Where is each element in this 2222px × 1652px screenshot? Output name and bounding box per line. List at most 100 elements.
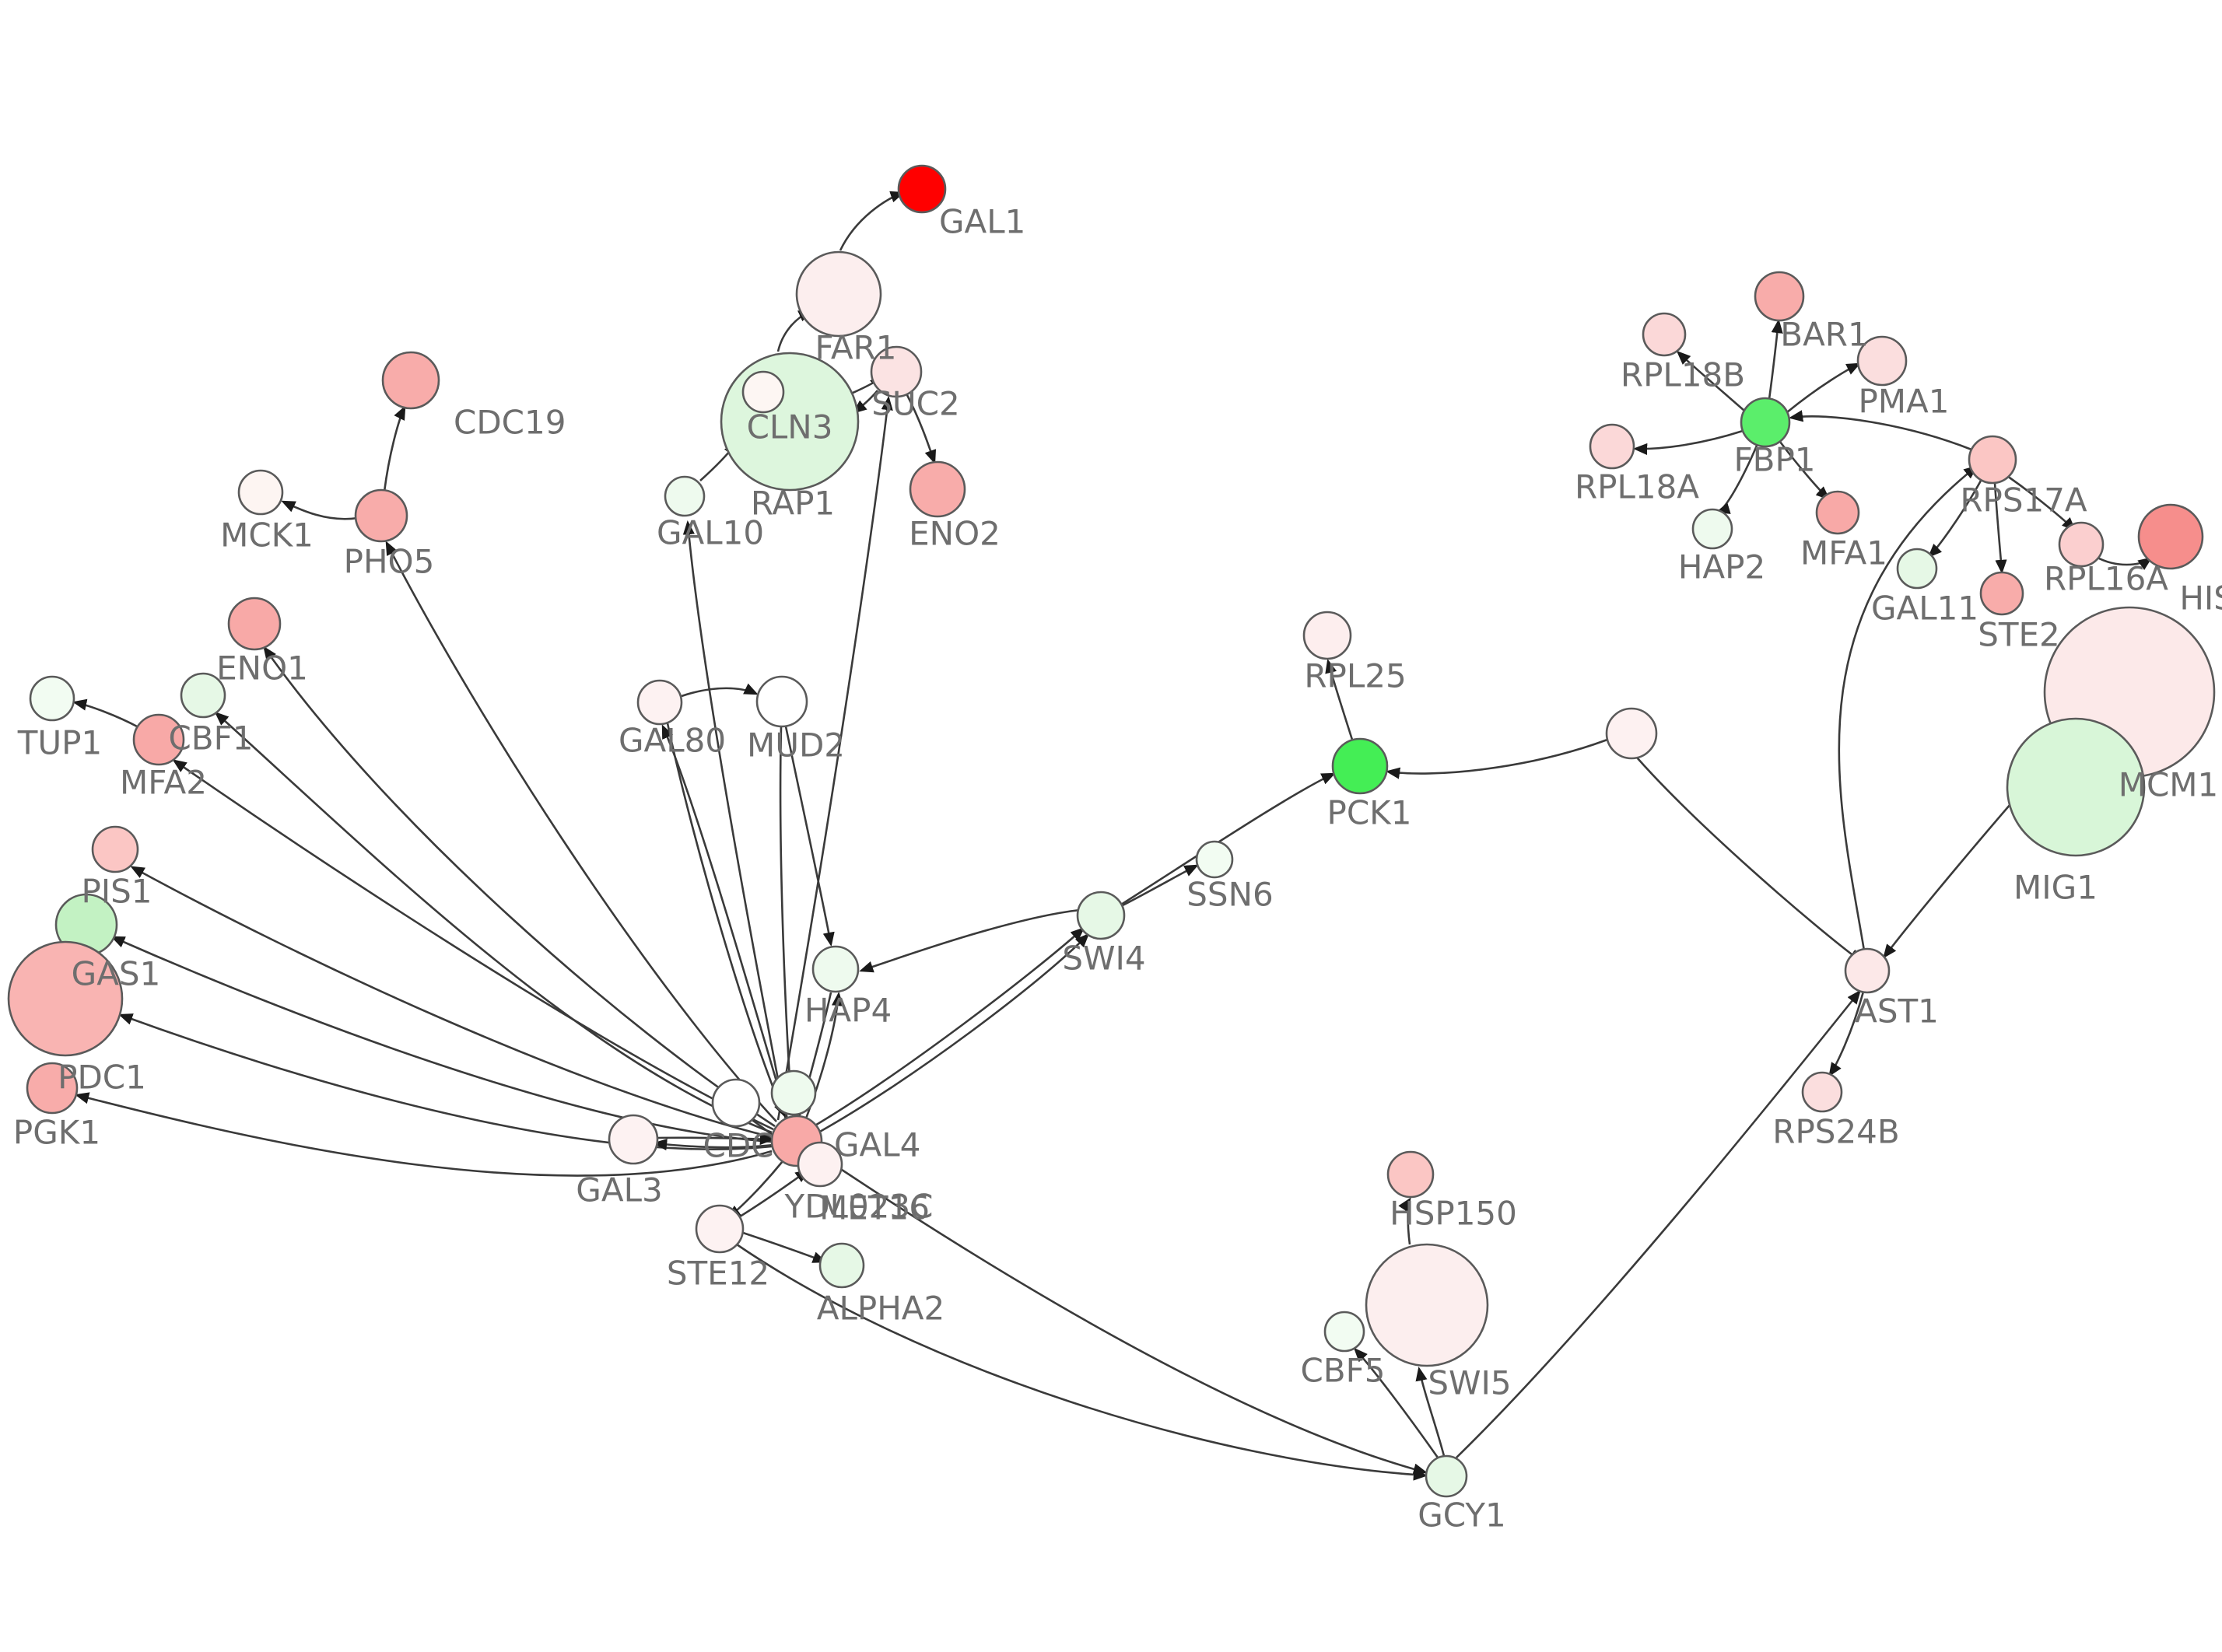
node-ssn6[interactable] (1195, 840, 1234, 879)
node-label-gal4: GAL4 (834, 1126, 920, 1164)
node-tup1[interactable] (29, 675, 75, 722)
node-label-far1: FAR1 (815, 329, 897, 367)
edge-rap1-to-suc2 (776, 395, 893, 1121)
node-label-gal3: GAL3 (576, 1171, 662, 1209)
node-gal3[interactable] (608, 1114, 659, 1165)
node-label-tup1: TUP1 (17, 724, 102, 762)
node-mig1[interactable] (2006, 717, 2146, 857)
node-rap1[interactable] (741, 370, 785, 414)
node-hap4[interactable] (811, 945, 860, 993)
node-mud2[interactable] (755, 675, 808, 728)
edge-swi4-to-ssn6 (1122, 864, 1199, 907)
edge-ste12-to-gcy1 (734, 1241, 1428, 1481)
node-rps17a[interactable] (1968, 435, 2017, 485)
edge-far1-to-gal1 (839, 191, 905, 251)
node-gcy1[interactable] (1425, 1454, 1468, 1498)
node-pgk1[interactable] (26, 1062, 79, 1115)
node-label-gal1: GAL1 (939, 203, 1025, 241)
node-pck1[interactable] (1331, 737, 1389, 795)
edge-gal4-to-ste12 (726, 1160, 784, 1219)
node-label-eno1: ENO1 (216, 649, 308, 688)
node-rpl25[interactable] (1302, 611, 1352, 660)
node-label-pho5: PHO5 (344, 543, 435, 581)
node-hap2[interactable] (1691, 508, 1733, 550)
edge-hap2-to-rps17a (1838, 465, 1978, 971)
node-label-rpl18b: RPL18B (1621, 356, 1745, 394)
node-label-suc2: SUC2 (871, 385, 959, 423)
node-gal10[interactable] (664, 475, 706, 517)
node-cdc[interactable] (711, 1078, 761, 1128)
edge-mfa2-to-tup1 (72, 698, 139, 729)
node-label-mcm1: MCM1 (2119, 766, 2219, 804)
node-suc2[interactable] (870, 345, 923, 398)
node-cbf5[interactable] (1323, 1311, 1365, 1353)
node-cbf1[interactable] (180, 672, 226, 719)
node-eno2[interactable] (909, 460, 966, 518)
node-label-rpl25: RPL25 (1304, 657, 1406, 695)
edge-rps17a-to-gal11 (1927, 480, 1982, 558)
node-swi4[interactable] (1076, 891, 1126, 940)
node-bar1[interactable] (1754, 271, 1805, 322)
node-his4[interactable] (2137, 503, 2204, 570)
node-gal80[interactable] (636, 679, 683, 726)
node-pho5[interactable] (354, 488, 408, 543)
node-pma1[interactable] (1856, 335, 1908, 387)
node-layer (7, 164, 2216, 1498)
node-ast1[interactable] (1844, 947, 1891, 994)
node-rps24b[interactable] (1801, 1071, 1843, 1113)
node-label-pgk1: PGK1 (13, 1114, 100, 1152)
node-label-ste2: STE2 (1978, 616, 2060, 654)
node-mfa2[interactable] (132, 713, 185, 766)
node-gal1[interactable] (897, 164, 947, 214)
edge-gcy1-to-ast1 (1456, 989, 1861, 1458)
edge-gal4-to-swi4 (818, 933, 1090, 1134)
node-pdc1[interactable] (7, 940, 124, 1057)
edge-mud2-to-hap4 (784, 726, 835, 947)
node-far1[interactable] (795, 250, 882, 338)
node-gal11[interactable] (1896, 548, 1938, 590)
edge-pho5-to-mck1 (281, 500, 359, 520)
edge-fbp1-to-rpl18a (1632, 429, 1744, 455)
node-unlbl1[interactable] (1605, 707, 1658, 760)
edge-gal4-to-eno1 (263, 646, 776, 1128)
node-met16[interactable] (770, 1069, 817, 1116)
node-label-gal10: GAL10 (657, 514, 764, 552)
edge-pho5-to-cdc19 (383, 405, 406, 492)
node-ste12[interactable] (695, 1204, 745, 1254)
node-label-fbp1: FBP1 (1733, 441, 1815, 479)
edge-gal80-to-gal4 (666, 723, 786, 1118)
edge-rpl16a-to-his4 (2095, 555, 2153, 570)
node-label-ste12: STE12 (667, 1255, 769, 1293)
node-fbp1[interactable] (1740, 397, 1791, 448)
node-label-eno2: ENO2 (909, 515, 1001, 553)
node-hsp150[interactable] (1386, 1150, 1435, 1199)
node-label-cbf1: CBF1 (168, 719, 253, 758)
edge-gal4-to-pdc1 (118, 1013, 773, 1150)
node-label-rps17a: RPS17A (1960, 481, 2087, 520)
node-label-gas1: GAS1 (72, 955, 161, 993)
node-eno1[interactable] (227, 597, 282, 651)
node-label-cln3: CLN3 (747, 408, 833, 446)
node-label-pis1: PIS1 (81, 873, 152, 911)
node-swi5[interactable] (1365, 1243, 1489, 1367)
edge-unlbl1-to-ast1 (1636, 757, 1863, 963)
node-ste2[interactable] (1979, 571, 2024, 616)
node-label-cbf5: CBF5 (1300, 1352, 1385, 1390)
node-rpl18b[interactable] (1642, 312, 1687, 357)
node-label-his4: HIS4 (2179, 579, 2222, 618)
node-label-hap2: HAP2 (1678, 548, 1765, 586)
edge-gal4-to-gcy1 (818, 1153, 1428, 1475)
node-cdc19[interactable] (381, 351, 440, 410)
node-rpl16a[interactable] (2058, 521, 2105, 568)
node-mfa1[interactable] (1815, 490, 1860, 535)
edge-swi4-to-pck1 (1120, 772, 1336, 906)
edge-rps17a-to-ste2 (1993, 482, 2007, 575)
node-mck1[interactable] (237, 469, 284, 516)
node-rpl18a[interactable] (1589, 423, 1635, 470)
node-label-pma1: PMA1 (1858, 383, 1949, 421)
edge-fbp1-to-bar1 (1768, 318, 1783, 400)
node-pis1[interactable] (91, 825, 139, 873)
node-alpha2[interactable] (818, 1242, 865, 1289)
node-ydl023c[interactable] (797, 1141, 843, 1188)
